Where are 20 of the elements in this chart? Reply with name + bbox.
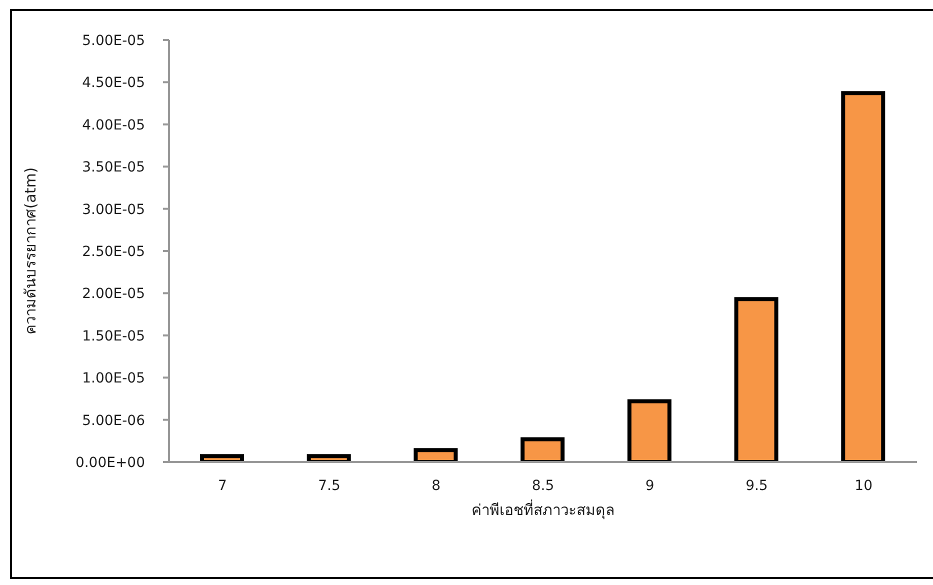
x-tick-label: 10	[854, 478, 872, 494]
x-tick-label: 9	[645, 478, 654, 494]
y-tick-label: 4.50E-05	[82, 75, 145, 92]
y-tick-label: 2.50E-05	[82, 244, 145, 260]
x-axis-title: ค่าพีเอชที่สภาวะสมดุล	[472, 499, 614, 520]
x-tick-label: 8.5	[532, 478, 554, 494]
y-tick-label: 5.00E-05	[82, 32, 145, 49]
y-tick-label: 4.00E-05	[82, 117, 145, 134]
x-tick-label: 9.5	[746, 478, 768, 494]
y-tick-label: 3.50E-05	[82, 160, 145, 176]
x-tick-label: 7	[218, 478, 227, 494]
y-axis-title: ความดันบรรยากาศ(atm)	[21, 167, 40, 335]
y-tick-label: 1.50E-05	[82, 328, 145, 344]
y-tick-label: 1.00E-05	[82, 370, 145, 387]
y-tick-label: 3.00E-05	[82, 202, 145, 218]
y-tick-label: 5.00E-06	[82, 412, 146, 429]
x-tick-label: 8	[432, 478, 441, 494]
y-tick-label: 2.00E-05	[82, 286, 145, 302]
y-tick-label: 0.00E+00	[75, 454, 145, 471]
x-tick-label: 7.5	[318, 478, 340, 494]
